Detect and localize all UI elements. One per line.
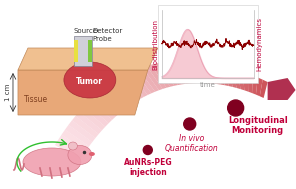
Polygon shape: [18, 48, 158, 70]
Polygon shape: [102, 87, 126, 111]
FancyBboxPatch shape: [158, 5, 258, 83]
Polygon shape: [118, 77, 140, 101]
Text: 1 cm: 1 cm: [5, 83, 11, 101]
Polygon shape: [130, 70, 152, 95]
Ellipse shape: [64, 62, 116, 98]
Text: Tumor: Tumor: [76, 77, 103, 87]
Polygon shape: [121, 74, 144, 99]
Polygon shape: [138, 67, 159, 92]
Polygon shape: [75, 112, 102, 134]
Polygon shape: [200, 61, 213, 84]
Polygon shape: [105, 84, 130, 108]
Text: Hemodynamics: Hemodynamics: [257, 17, 263, 71]
Text: In vivo
Quantification: In vivo Quantification: [165, 134, 219, 153]
Polygon shape: [260, 80, 268, 98]
Polygon shape: [210, 63, 221, 84]
Text: Longitudinal
Monitoring: Longitudinal Monitoring: [228, 116, 287, 135]
Polygon shape: [248, 74, 253, 93]
Text: Source: Source: [74, 28, 98, 34]
Ellipse shape: [68, 146, 92, 164]
Text: AuNRs-PEG
injection: AuNRs-PEG injection: [123, 158, 172, 177]
Polygon shape: [252, 75, 258, 95]
Text: Biodistribution: Biodistribution: [153, 19, 159, 70]
Polygon shape: [168, 61, 186, 84]
Polygon shape: [186, 60, 201, 83]
Polygon shape: [55, 140, 83, 160]
Text: Detector: Detector: [93, 28, 123, 34]
Polygon shape: [134, 69, 155, 93]
Text: Tissue: Tissue: [24, 95, 48, 105]
Polygon shape: [72, 116, 99, 138]
Polygon shape: [229, 67, 237, 88]
Circle shape: [184, 118, 196, 130]
Polygon shape: [74, 36, 92, 66]
Polygon shape: [65, 125, 92, 146]
Ellipse shape: [23, 148, 81, 176]
Polygon shape: [79, 108, 105, 130]
Ellipse shape: [89, 152, 95, 156]
Circle shape: [228, 100, 244, 116]
Polygon shape: [268, 78, 296, 100]
Text: Probe: Probe: [93, 36, 112, 42]
Polygon shape: [58, 135, 86, 155]
Polygon shape: [62, 130, 89, 151]
Polygon shape: [88, 40, 92, 62]
Polygon shape: [219, 65, 229, 86]
Polygon shape: [68, 120, 95, 142]
Polygon shape: [155, 63, 174, 87]
Polygon shape: [195, 61, 209, 83]
Polygon shape: [182, 60, 197, 83]
Polygon shape: [256, 77, 263, 96]
Polygon shape: [205, 62, 217, 84]
Polygon shape: [173, 61, 190, 84]
Polygon shape: [110, 81, 133, 106]
Polygon shape: [238, 70, 244, 90]
Polygon shape: [142, 66, 163, 90]
Polygon shape: [83, 104, 109, 127]
Polygon shape: [18, 70, 148, 115]
Polygon shape: [74, 40, 78, 62]
Polygon shape: [224, 66, 233, 87]
Polygon shape: [160, 62, 178, 86]
Polygon shape: [98, 90, 123, 114]
Polygon shape: [90, 97, 115, 120]
Polygon shape: [113, 79, 137, 103]
Polygon shape: [86, 100, 112, 123]
Polygon shape: [177, 60, 194, 83]
Circle shape: [143, 146, 152, 154]
Polygon shape: [126, 72, 148, 97]
Polygon shape: [191, 61, 205, 83]
Polygon shape: [243, 72, 248, 92]
Polygon shape: [233, 68, 240, 89]
Polygon shape: [214, 64, 225, 85]
Polygon shape: [151, 64, 170, 88]
Ellipse shape: [68, 142, 77, 150]
Polygon shape: [147, 65, 167, 89]
Polygon shape: [164, 61, 182, 85]
Polygon shape: [94, 93, 119, 117]
Text: time: time: [200, 82, 215, 88]
